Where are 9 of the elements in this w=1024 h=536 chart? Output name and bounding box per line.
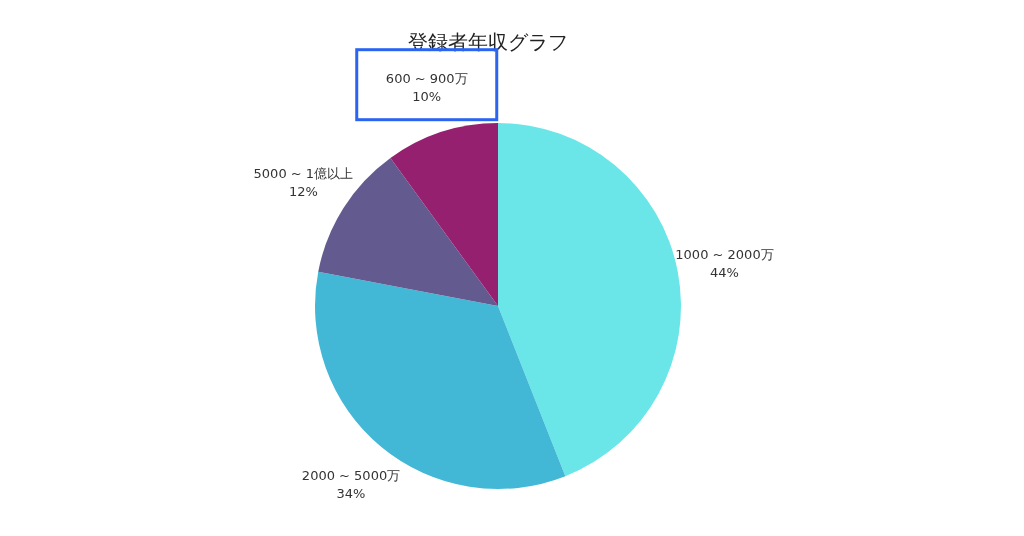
slice-label: 2000 ~ 5000万 bbox=[301, 467, 401, 483]
slice-label: 600 ~ 900万 bbox=[385, 70, 468, 86]
data-label: 34% bbox=[336, 485, 366, 501]
pie-slice bbox=[390, 123, 498, 306]
data-label: 44% bbox=[710, 264, 739, 280]
slice-label: 5000 ~ 1億以上 bbox=[253, 166, 354, 182]
data-label: 10% bbox=[412, 88, 442, 104]
data-label: 12% bbox=[288, 184, 318, 200]
slice-label: 1000 ~ 2000万 bbox=[675, 246, 774, 262]
